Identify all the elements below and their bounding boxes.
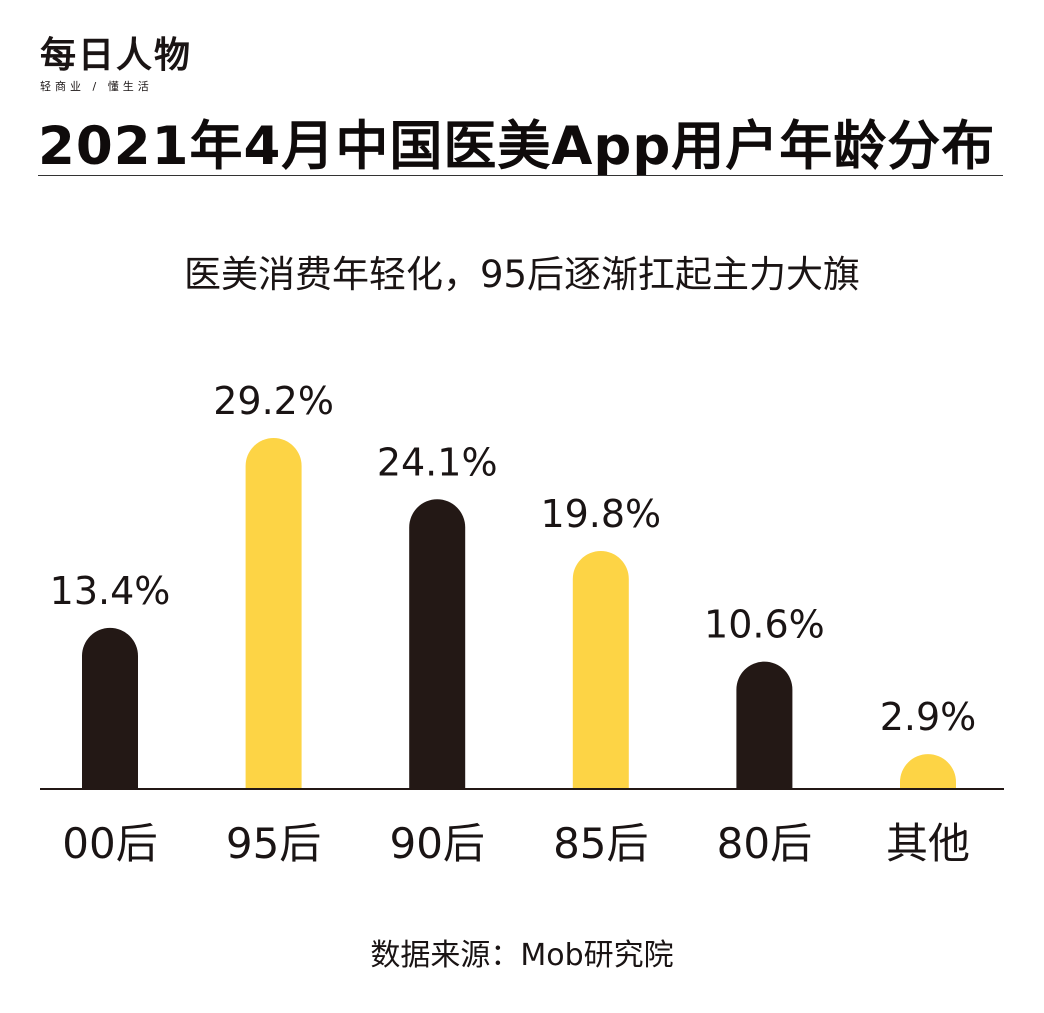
bar-95后: [245, 438, 302, 789]
value-label-group: 13.4% 29.2% 24.1% 19.8% 10.6% 2.9%: [50, 379, 977, 739]
value-label: 24.1%: [377, 440, 498, 484]
bar-90后: [409, 499, 466, 789]
category-label: 80后: [717, 819, 812, 868]
value-label: 2.9%: [880, 695, 977, 739]
value-label: 19.8%: [540, 492, 661, 536]
brand-slogan: 轻商业 / 懂生活: [40, 80, 153, 93]
value-label: 10.6%: [704, 603, 825, 647]
category-label: 85后: [553, 819, 648, 868]
value-label: 13.4%: [50, 569, 171, 613]
data-source: 数据来源：Mob研究院: [370, 938, 674, 973]
category-label: 90后: [389, 819, 484, 868]
title-divider: [38, 175, 1003, 176]
value-label: 29.2%: [213, 379, 334, 423]
category-label: 00后: [62, 819, 157, 868]
category-label-group: 00后 95后 90后 85后 80后 其他: [62, 819, 970, 868]
bar-group: [82, 438, 956, 789]
category-label: 其他: [886, 819, 970, 868]
chart-subtitle: 医美消费年轻化，95后逐渐扛起主力大旗: [183, 253, 861, 296]
bar-00后: [82, 627, 138, 789]
bar-80后: [736, 661, 793, 789]
category-label: 95后: [226, 819, 321, 868]
bar-其他: [900, 754, 956, 789]
brand-logo-name: 每日人物: [40, 35, 193, 76]
bar-85后: [572, 550, 629, 789]
page-title: 2021年4月中国医美App用户年龄分布: [38, 116, 996, 177]
